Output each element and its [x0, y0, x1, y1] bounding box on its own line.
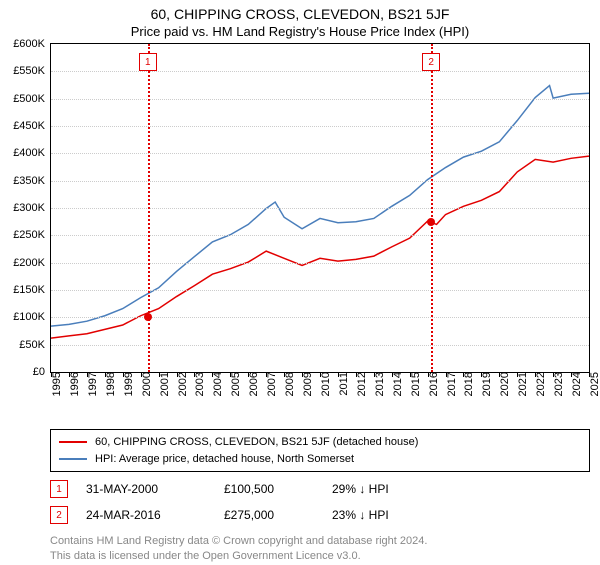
x-tick-label: 2004 [212, 372, 224, 412]
sale-price: £100,500 [224, 482, 314, 496]
gridline-h [51, 317, 589, 318]
gridline-h [51, 126, 589, 127]
gridline-h [51, 99, 589, 100]
sale-row: 2 24-MAR-2016 £275,000 23% ↓ HPI [50, 506, 590, 524]
x-tick-label: 2021 [517, 372, 529, 412]
event-vline [431, 44, 433, 372]
series-price_paid [51, 156, 589, 338]
x-tick-label: 1995 [51, 372, 63, 412]
y-tick-label: £50K [1, 339, 45, 351]
legend-row: HPI: Average price, detached house, Nort… [59, 451, 581, 468]
event-dot [144, 313, 152, 321]
y-tick-label: £100K [1, 311, 45, 323]
x-tick-label: 2010 [320, 372, 332, 412]
x-tick-label: 1997 [87, 372, 99, 412]
legend-swatch [59, 458, 87, 460]
x-tick-label: 2006 [248, 372, 260, 412]
x-tick-label: 1999 [123, 372, 135, 412]
x-tick-label: 2009 [302, 372, 314, 412]
x-tick-label: 2019 [481, 372, 493, 412]
x-tick-label: 2007 [266, 372, 278, 412]
sale-date: 24-MAR-2016 [86, 508, 206, 522]
y-tick-label: £150K [1, 284, 45, 296]
y-tick-label: £500K [1, 93, 45, 105]
gridline-h [51, 263, 589, 264]
y-tick-label: £0 [1, 366, 45, 378]
footer-text: Contains HM Land Registry data © Crown c… [50, 534, 590, 565]
y-tick-label: £200K [1, 257, 45, 269]
sale-marker: 1 [50, 480, 68, 498]
x-tick-label: 2012 [356, 372, 368, 412]
x-tick-label: 2001 [159, 372, 171, 412]
x-tick-label: 2016 [428, 372, 440, 412]
y-tick-label: £250K [1, 229, 45, 241]
page-subtitle: Price paid vs. HM Land Registry's House … [0, 22, 600, 43]
y-tick-label: £300K [1, 202, 45, 214]
x-tick-label: 2005 [230, 372, 242, 412]
gridline-h [51, 345, 589, 346]
y-tick-label: £350K [1, 175, 45, 187]
x-tick-label: 1996 [69, 372, 81, 412]
legend-row: 60, CHIPPING CROSS, CLEVEDON, BS21 5JF (… [59, 434, 581, 451]
x-tick-label: 2003 [194, 372, 206, 412]
page-title: 60, CHIPPING CROSS, CLEVEDON, BS21 5JF [0, 0, 600, 22]
gridline-h [51, 153, 589, 154]
y-tick-label: £550K [1, 65, 45, 77]
x-tick-label: 2022 [535, 372, 547, 412]
gridline-h [51, 181, 589, 182]
sale-price: £275,000 [224, 508, 314, 522]
x-tick-label: 2020 [499, 372, 511, 412]
footer-line1: Contains HM Land Registry data © Crown c… [50, 534, 590, 549]
x-tick-label: 2025 [589, 372, 600, 412]
legend-label: HPI: Average price, detached house, Nort… [95, 451, 354, 468]
y-tick-label: £400K [1, 147, 45, 159]
x-tick-label: 2018 [463, 372, 475, 412]
legend-swatch [59, 441, 87, 443]
x-tick-label: 2008 [284, 372, 296, 412]
y-tick-label: £450K [1, 120, 45, 132]
gridline-h [51, 208, 589, 209]
sale-delta: 23% ↓ HPI [332, 508, 389, 522]
x-tick-label: 2017 [446, 372, 458, 412]
gridline-h [51, 71, 589, 72]
y-tick-label: £600K [1, 38, 45, 50]
gridline-h [51, 290, 589, 291]
x-tick-label: 2023 [553, 372, 565, 412]
chart-area: £0£50K£100K£150K£200K£250K£300K£350K£400… [50, 43, 590, 373]
event-marker: 1 [139, 53, 157, 71]
sale-delta: 29% ↓ HPI [332, 482, 389, 496]
sale-date: 31-MAY-2000 [86, 482, 206, 496]
footer-line2: This data is licensed under the Open Gov… [50, 549, 590, 564]
x-tick-label: 2013 [374, 372, 386, 412]
x-tick-label: 2024 [571, 372, 583, 412]
event-dot [427, 218, 435, 226]
event-vline [148, 44, 150, 372]
x-tick-label: 2011 [338, 372, 350, 412]
sale-marker: 2 [50, 506, 68, 524]
x-tick-label: 2002 [177, 372, 189, 412]
event-marker: 2 [422, 53, 440, 71]
legend-box: 60, CHIPPING CROSS, CLEVEDON, BS21 5JF (… [50, 429, 590, 472]
x-tick-label: 2015 [410, 372, 422, 412]
x-tick-label: 1998 [105, 372, 117, 412]
gridline-h [51, 235, 589, 236]
legend-label: 60, CHIPPING CROSS, CLEVEDON, BS21 5JF (… [95, 434, 418, 451]
x-tick-label: 2000 [141, 372, 153, 412]
x-tick-label: 2014 [392, 372, 404, 412]
sale-row: 1 31-MAY-2000 £100,500 29% ↓ HPI [50, 480, 590, 498]
